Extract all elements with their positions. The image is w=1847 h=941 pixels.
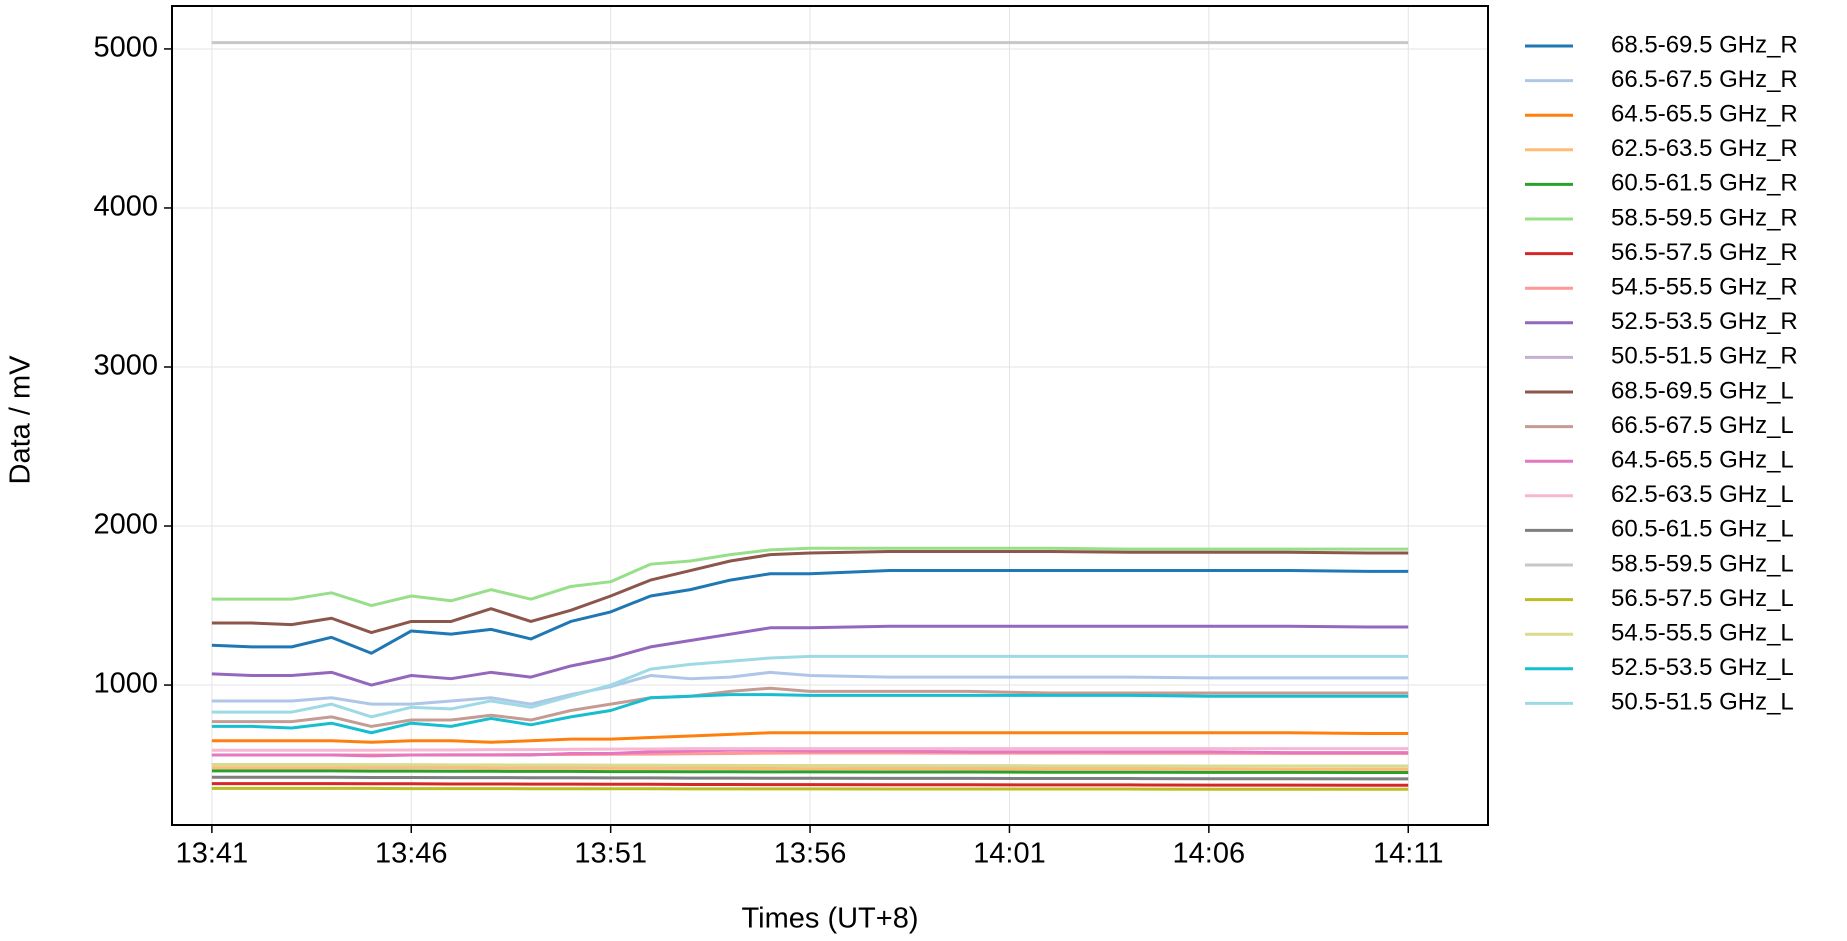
series-line <box>211 731 1409 744</box>
legend-label: 54.5-55.5 GHz_R <box>1611 274 1798 301</box>
y-tick-label: 2000 <box>93 509 158 541</box>
y-tick-label: 5000 <box>93 32 158 64</box>
legend-label: 56.5-57.5 GHz_R <box>1611 239 1798 266</box>
y-tick-label: 3000 <box>93 350 158 382</box>
legend-label: 54.5-55.5 GHz_L <box>1611 620 1794 647</box>
y-tick-label: 4000 <box>93 191 158 223</box>
legend-label: 56.5-57.5 GHz_L <box>1611 585 1794 612</box>
x-tick-label: 13:56 <box>774 838 847 870</box>
legend-label: 68.5-69.5 GHz_R <box>1611 31 1798 58</box>
x-tick-label: 14:06 <box>1173 838 1246 870</box>
y-axis-label: Data / mV <box>5 355 37 485</box>
grid <box>172 6 1488 825</box>
series-line <box>211 546 1409 608</box>
series-line <box>211 624 1409 687</box>
series-line <box>211 748 1409 758</box>
series-line <box>211 569 1409 655</box>
series-line <box>211 786 1409 791</box>
legend-label: 50.5-51.5 GHz_L <box>1611 689 1794 716</box>
series-line <box>211 747 1409 752</box>
legend-label: 60.5-61.5 GHz_L <box>1611 516 1794 543</box>
x-tick-label: 13:51 <box>574 838 647 870</box>
x-tick-label: 13:46 <box>375 838 448 870</box>
legend-label: 52.5-53.5 GHz_L <box>1611 654 1794 681</box>
legend-label: 66.5-67.5 GHz_R <box>1611 66 1798 93</box>
legend-label: 52.5-53.5 GHz_R <box>1611 308 1798 335</box>
series-line <box>211 654 1409 719</box>
y-tick-label: 1000 <box>93 668 158 700</box>
x-axis-label: Times (UT+8) <box>742 903 919 935</box>
legend-label: 58.5-59.5 GHz_R <box>1611 204 1798 231</box>
legend-label: 66.5-67.5 GHz_L <box>1611 412 1794 439</box>
series-line <box>211 766 1409 771</box>
x-tick-label: 14:11 <box>1373 838 1443 870</box>
series-line <box>211 693 1409 735</box>
series-line <box>211 549 1409 635</box>
plot-frame <box>171 5 1489 826</box>
legend-label: 62.5-63.5 GHz_L <box>1611 481 1794 508</box>
legend-label: 64.5-65.5 GHz_L <box>1611 447 1794 474</box>
legend-label: 60.5-61.5 GHz_R <box>1611 170 1798 197</box>
legend-label: 58.5-59.5 GHz_L <box>1611 550 1794 577</box>
legend-label: 64.5-65.5 GHz_R <box>1611 101 1798 128</box>
series-line <box>211 763 1409 768</box>
x-tick-label: 13:41 <box>176 838 249 870</box>
legend-label: 68.5-69.5 GHz_L <box>1611 377 1794 404</box>
x-tick-label: 14:01 <box>973 838 1046 870</box>
series-line <box>211 670 1409 706</box>
series-line <box>211 769 1409 775</box>
series-line <box>211 782 1409 787</box>
legend-label: 50.5-51.5 GHz_R <box>1611 343 1798 370</box>
series-line <box>211 775 1409 781</box>
legend-label: 62.5-63.5 GHz_R <box>1611 135 1798 162</box>
